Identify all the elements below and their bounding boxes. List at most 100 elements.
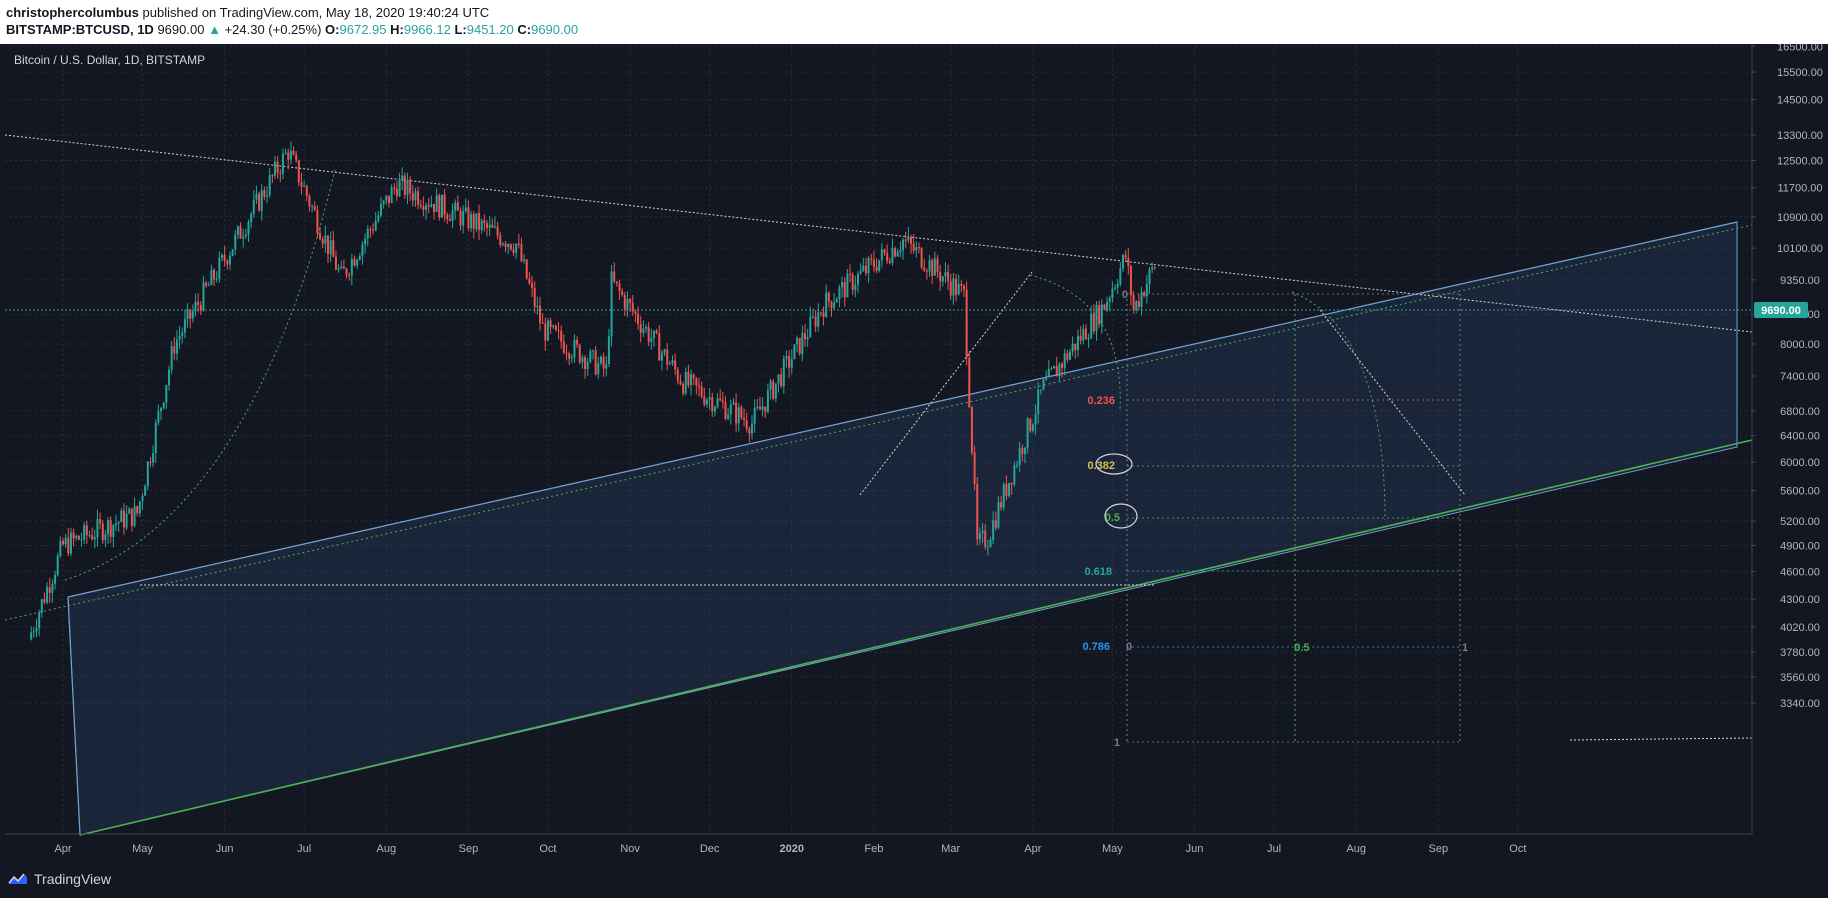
candle-body (931, 260, 934, 276)
candle-body (305, 186, 308, 197)
candle-body (695, 377, 698, 386)
fib-time-label: 0 (1126, 641, 1132, 653)
candle-body (244, 234, 247, 237)
candle-body (467, 207, 470, 229)
highlight-ellipse (1095, 453, 1133, 475)
candle-body (515, 243, 518, 253)
candle-body (674, 360, 677, 370)
candle-body (356, 259, 359, 266)
candle-body (780, 374, 783, 387)
symbol-label[interactable]: BITSTAMP:BTCUSD, 1D (6, 22, 154, 37)
chart-background (0, 44, 1828, 862)
candle-body (965, 289, 968, 358)
candle-body (952, 278, 955, 296)
candle-body (419, 205, 422, 207)
candle-body (308, 196, 311, 207)
candle-body (77, 535, 80, 540)
candle-body (170, 346, 173, 370)
candle-body (54, 574, 57, 584)
candle-body (38, 612, 41, 629)
candle-body (788, 356, 791, 368)
candle-body (626, 299, 629, 310)
candle-body (634, 311, 637, 314)
candle-body (266, 195, 269, 197)
candle-body (639, 324, 642, 333)
candle-body (748, 428, 751, 434)
candle-body (226, 260, 229, 265)
candle-body (841, 282, 844, 288)
candle-body (1087, 338, 1090, 340)
candle-body (896, 252, 899, 257)
candle-body (417, 191, 420, 206)
candle-body (348, 275, 351, 277)
price-tick-label: 3340.00 (1780, 698, 1820, 710)
candle-body (637, 313, 640, 325)
tradingview-logo-icon[interactable] (8, 870, 28, 890)
time-tick-label: Jun (1186, 843, 1204, 855)
candle-body (191, 311, 194, 319)
candle-body (817, 312, 820, 327)
candle-body (814, 316, 817, 327)
author-name[interactable]: christophercolumbus (6, 5, 139, 20)
candle-body (925, 270, 928, 272)
current-price-badge (1754, 302, 1808, 318)
candle-body (920, 248, 923, 268)
candle-body (165, 385, 168, 403)
time-tick-label: Sep (459, 843, 479, 855)
candle-body (883, 249, 886, 253)
candle-body (83, 525, 86, 540)
time-tick-label: Apr (54, 843, 71, 855)
last-price: 9690.00 (157, 22, 205, 37)
candle-body (761, 406, 764, 410)
candle-body (406, 179, 409, 195)
candle-body (658, 333, 661, 361)
candle-body (260, 190, 263, 211)
candle-body (528, 278, 531, 284)
candle-body (130, 508, 133, 526)
time-tick-label: Nov (620, 843, 640, 855)
candle-body (1013, 465, 1016, 485)
candle-body (472, 214, 475, 230)
tradingview-brand[interactable]: TradingView (34, 871, 112, 887)
candle-body (274, 161, 276, 176)
price-axis[interactable]: 16500.00 15500.00 14500.00 13300.00 12500.00… (1752, 44, 1823, 710)
candle-body (785, 356, 788, 359)
candle-body (337, 268, 340, 270)
time-tick-label: Jul (297, 843, 311, 855)
candle-body (183, 318, 186, 333)
candle-body (329, 240, 332, 255)
price-tick-label: 4300.00 (1780, 594, 1820, 606)
candle-body (122, 510, 125, 528)
candle-body (501, 243, 504, 245)
candle-body (766, 390, 769, 412)
candle-body (790, 359, 793, 368)
candle-body (1095, 305, 1098, 332)
candle-body (393, 187, 396, 189)
candle-body (427, 205, 430, 207)
candle-body (464, 207, 467, 212)
candle-body (1140, 292, 1143, 308)
candle-body (199, 304, 202, 311)
candle-body (186, 309, 189, 319)
candle-body (281, 153, 284, 174)
candle-body (377, 215, 380, 221)
candle-body (1092, 313, 1095, 332)
published-text: published on TradingView.com, May 18, 20… (142, 5, 490, 20)
candle-body (40, 599, 43, 613)
candle-body (1045, 377, 1048, 380)
time-axis[interactable]: Apr May Jun Jul Aug Sep Oct Nov Dec 2020 Feb Mar Apr… (54, 843, 1526, 855)
candle-body (867, 258, 870, 274)
fib-level-label: 0.382 (1087, 460, 1115, 472)
candle-body (576, 339, 579, 345)
candle-body (713, 406, 716, 412)
candle-body (849, 273, 852, 275)
candle-body (366, 228, 369, 239)
candle-body (1053, 366, 1056, 369)
candle-body (531, 283, 534, 288)
candle-body (957, 283, 960, 295)
candle-body (1000, 502, 1003, 508)
measured-move-line (859, 271, 1033, 496)
candle-body (732, 402, 735, 405)
candle-body (144, 485, 147, 496)
